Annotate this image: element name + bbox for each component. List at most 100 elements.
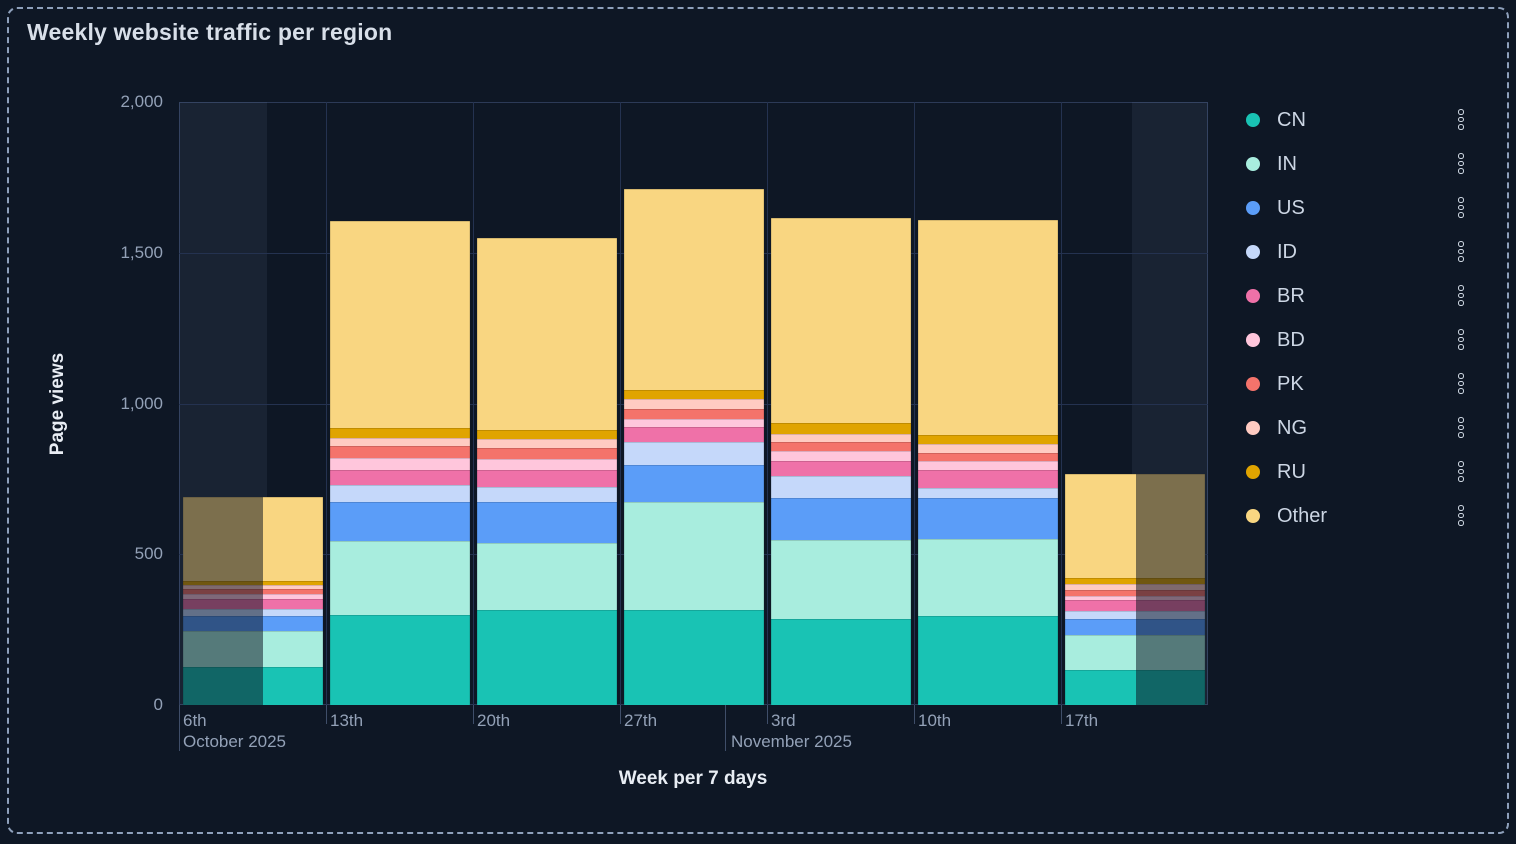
bar-segment-RU[interactable] <box>329 427 470 438</box>
legend-item-label: CN <box>1277 109 1306 131</box>
bar-segment-CN[interactable] <box>623 610 764 705</box>
legend-item-RU[interactable]: RU <box>1238 450 1478 494</box>
bar-segment-RU[interactable] <box>770 422 911 434</box>
bar-segment-ID[interactable] <box>770 475 911 498</box>
bar-segment-NG[interactable] <box>476 439 617 449</box>
bar-segment-CN[interactable] <box>329 614 470 705</box>
stacked-bar-17th[interactable] <box>1064 474 1205 705</box>
bar-segment-BD[interactable] <box>329 457 470 470</box>
bar-segment-CN[interactable] <box>476 610 617 705</box>
bar-segment-Other[interactable] <box>476 237 617 431</box>
bar-segment-BR[interactable] <box>1064 600 1205 612</box>
bar-segment-NG[interactable] <box>917 443 1058 453</box>
legend-item-Other[interactable]: Other <box>1238 494 1478 538</box>
kebab-menu-icon[interactable] <box>1456 373 1466 396</box>
legend-item-IN[interactable]: IN <box>1238 142 1478 186</box>
bar-segment-Other[interactable] <box>770 218 911 423</box>
y-tick-label: 500 <box>134 544 163 564</box>
bar-segment-ID[interactable] <box>623 442 764 465</box>
bar-segment-Other[interactable] <box>917 219 1058 435</box>
bar-segment-US[interactable] <box>476 502 617 544</box>
x-tick-label: 6th <box>183 711 207 730</box>
x-tick-mark <box>473 705 474 724</box>
bar-segment-NG[interactable] <box>329 437 470 447</box>
bar-segment-NG[interactable] <box>1064 584 1205 590</box>
v-gridline <box>473 102 474 705</box>
kebab-menu-icon[interactable] <box>1456 329 1466 352</box>
bar-segment-IN[interactable] <box>623 501 764 611</box>
bar-segment-BD[interactable] <box>770 450 911 461</box>
bar-segment-CN[interactable] <box>917 616 1058 705</box>
kebab-menu-icon[interactable] <box>1456 197 1466 220</box>
month-tick-mark <box>725 705 726 751</box>
v-gridline <box>914 102 915 705</box>
x-tick-mark <box>914 705 915 724</box>
bar-segment-BD[interactable] <box>623 418 764 428</box>
bar-segment-IN[interactable] <box>770 540 911 620</box>
bar-segment-US[interactable] <box>623 464 764 502</box>
legend-item-CN[interactable]: CN <box>1238 98 1478 142</box>
bar-segment-PK[interactable] <box>1064 589 1205 597</box>
bar-segment-US[interactable] <box>917 498 1058 539</box>
bar-segment-BD[interactable] <box>476 459 617 470</box>
month-label: November 2025 <box>731 732 852 751</box>
bar-segment-RU[interactable] <box>1064 578 1205 585</box>
bar-segment-BR[interactable] <box>329 469 470 485</box>
legend-item-NG[interactable]: NG <box>1238 406 1478 450</box>
stacked-bar-27th[interactable] <box>623 189 764 705</box>
stacked-bar-13th[interactable] <box>329 221 470 705</box>
kebab-menu-icon[interactable] <box>1456 505 1466 528</box>
bar-segment-IN[interactable] <box>917 538 1058 617</box>
kebab-menu-icon[interactable] <box>1456 461 1466 484</box>
stacked-bar-6th[interactable] <box>182 496 323 705</box>
stacked-bar-10th[interactable] <box>917 219 1058 705</box>
bar-segment-BR[interactable] <box>623 427 764 443</box>
v-gridline <box>1061 102 1062 705</box>
stacked-bar-20th[interactable] <box>476 237 617 705</box>
bar-segment-PK[interactable] <box>917 452 1058 462</box>
bar-segment-BD[interactable] <box>917 461 1058 471</box>
stacked-bar-3rd[interactable] <box>770 218 911 705</box>
legend-item-US[interactable]: US <box>1238 186 1478 230</box>
kebab-menu-icon[interactable] <box>1456 109 1466 132</box>
bar-segment-NG[interactable] <box>770 433 911 443</box>
bar-segment-RU[interactable] <box>623 390 764 399</box>
kebab-menu-icon[interactable] <box>1456 417 1466 440</box>
bar-segment-BR[interactable] <box>770 460 911 476</box>
bar-segment-ID[interactable] <box>476 487 617 503</box>
bar-segment-Other[interactable] <box>623 189 764 391</box>
kebab-menu-icon[interactable] <box>1456 241 1466 264</box>
bar-segment-ID[interactable] <box>329 484 470 502</box>
panel-title: Weekly website traffic per region <box>27 19 393 45</box>
legend-item-ID[interactable]: ID <box>1238 230 1478 274</box>
bar-segment-BR[interactable] <box>476 469 617 488</box>
kebab-menu-icon[interactable] <box>1456 285 1466 308</box>
bar-segment-US[interactable] <box>329 501 470 541</box>
bar-segment-PK[interactable] <box>770 442 911 451</box>
bar-segment-CN[interactable] <box>770 619 911 705</box>
bar-segment-IN[interactable] <box>476 543 617 611</box>
bar-segment-PK[interactable] <box>329 446 470 458</box>
bar-segment-RU[interactable] <box>476 430 617 440</box>
bar-segment-PK[interactable] <box>476 448 617 460</box>
bar-segment-NG[interactable] <box>623 399 764 409</box>
bar-segment-RU[interactable] <box>917 434 1058 444</box>
bar-segment-PK[interactable] <box>623 408 764 419</box>
bar-segment-ID[interactable] <box>917 487 1058 499</box>
bar-segment-US[interactable] <box>770 497 911 541</box>
legend-item-PK[interactable]: PK <box>1238 362 1478 406</box>
kebab-menu-icon[interactable] <box>1456 153 1466 176</box>
x-tick-label: 13th <box>330 711 364 730</box>
bar-segment-BR[interactable] <box>917 470 1058 488</box>
bar-segment-ID[interactable] <box>1064 611 1205 620</box>
legend-item-label: Other <box>1277 505 1328 527</box>
legend-item-BR[interactable]: BR <box>1238 274 1478 318</box>
plot-area <box>179 102 1208 705</box>
bar-segment-BD[interactable] <box>1064 596 1205 601</box>
x-tick-label: 20th <box>477 711 511 730</box>
legend-item-BD[interactable]: BD <box>1238 318 1478 362</box>
bar-segment-Other[interactable] <box>329 221 470 428</box>
bar-segment-IN[interactable] <box>329 540 470 615</box>
legend-item-label: IN <box>1277 153 1297 175</box>
x-tick-mark <box>1061 705 1062 724</box>
